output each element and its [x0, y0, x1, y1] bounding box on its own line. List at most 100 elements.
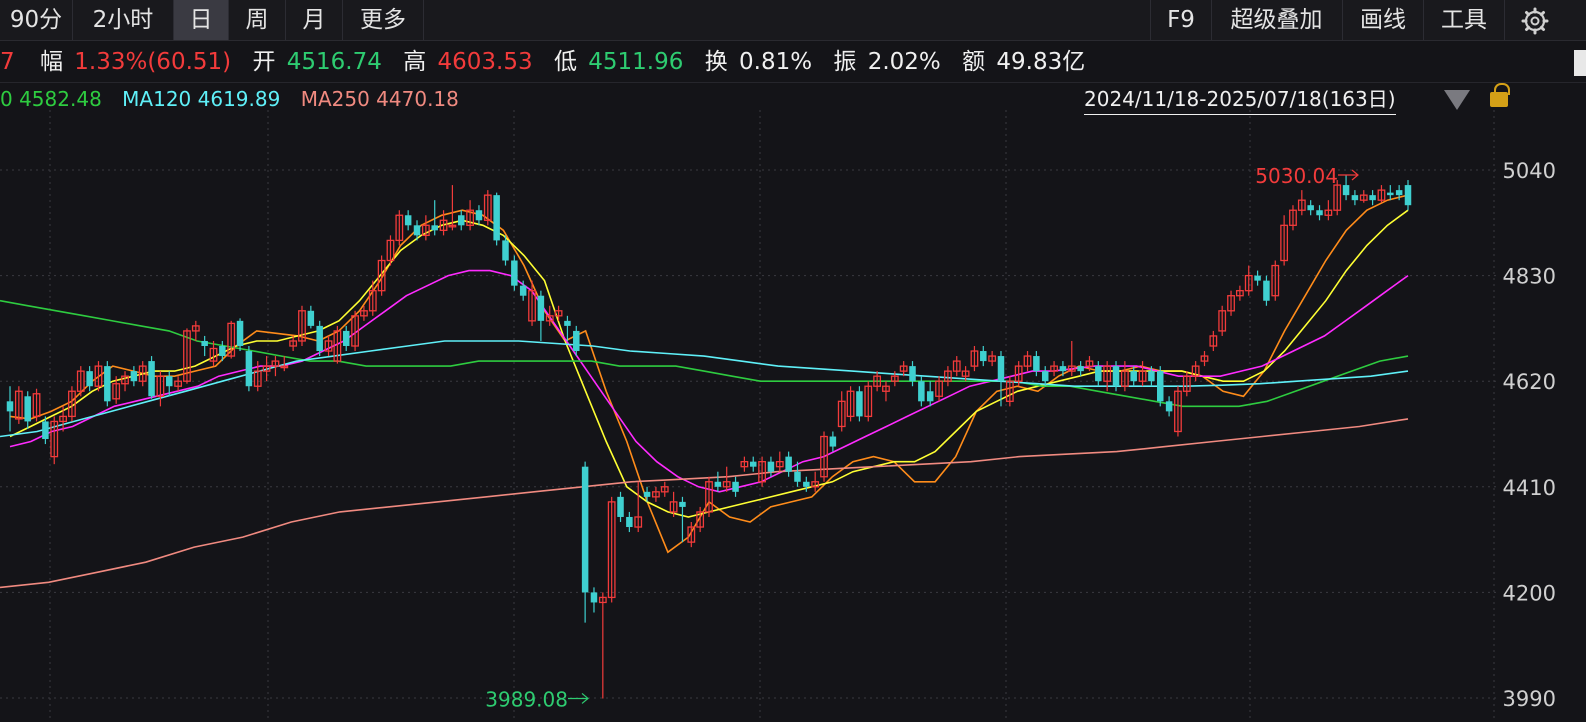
candle-body-up: [32, 393, 41, 418]
candle-body-down: [918, 381, 925, 402]
candle-body-down: [493, 195, 500, 241]
candle-body-up: [253, 370, 262, 387]
edge-marker: [1574, 50, 1586, 76]
tools-button[interactable]: 工具: [1424, 0, 1505, 40]
candle-body-up: [1235, 290, 1244, 297]
candle-body-up: [1120, 370, 1129, 387]
settings-button[interactable]: [1505, 0, 1565, 40]
candle-body-up: [1227, 295, 1235, 312]
candle-body-down: [909, 366, 916, 382]
candle-body-down: [24, 396, 31, 422]
draw-line-button[interactable]: 画线: [1343, 0, 1424, 40]
max-price-label: 5030.04: [1255, 164, 1338, 188]
candle-body-up: [209, 347, 218, 362]
candle-body-up: [970, 350, 979, 367]
candle-body-down: [643, 491, 651, 497]
period-week-tab[interactable]: 周: [229, 0, 286, 40]
candle-body-down: [997, 356, 1005, 382]
candle-body-up: [466, 209, 475, 226]
dropdown-triangle-icon[interactable]: [1444, 90, 1470, 110]
candle-body-up: [280, 365, 289, 369]
candle-body-up: [864, 385, 873, 418]
candle-body-down: [749, 461, 757, 467]
candlestick-chart[interactable]: 5040 4830 4620 4410 4200 3990 5030.04 3989.08: [0, 110, 1586, 722]
candle-body-up: [554, 310, 563, 317]
candle-body-up: [722, 481, 731, 488]
candle-body-up: [191, 325, 200, 332]
candle-body-up: [952, 360, 961, 372]
min-price-label: 3989.08: [485, 687, 568, 711]
candle-body-down: [1095, 366, 1102, 382]
candle-body-up: [882, 385, 890, 392]
candle-body-up: [935, 380, 943, 397]
candle-body-down: [1112, 366, 1120, 387]
candle-body-up: [669, 501, 678, 513]
candle-body-up: [68, 390, 76, 418]
period-90min-tab[interactable]: 90分: [0, 0, 73, 40]
candle-body-up: [846, 390, 855, 418]
gear-icon: [1521, 7, 1549, 34]
candle-body-up: [227, 322, 236, 357]
low-label: 低: [553, 49, 577, 75]
candle-body-down: [431, 225, 438, 231]
candle-body-down: [519, 285, 527, 296]
candle-body-up: [1005, 380, 1014, 402]
candle-body-down: [1404, 185, 1412, 206]
open-label: 开: [252, 49, 276, 75]
period-toolbar: 90分 2小时 日 周 月 更多 F9 超级叠加 画线 工具: [0, 0, 1586, 41]
lock-icon[interactable]: [1490, 83, 1510, 107]
candle-body-up: [289, 340, 298, 347]
candle-body-down: [458, 215, 465, 226]
candle-body-up: [988, 355, 997, 362]
date-range-selector[interactable]: 2024/11/18-2025/07/18(163日): [1084, 84, 1396, 115]
candle-body-down: [803, 481, 810, 487]
candle-body-down: [1059, 366, 1067, 372]
candle-body-up: [652, 491, 660, 498]
super-overlay-button[interactable]: 超级叠加: [1211, 0, 1343, 40]
candle-body-up: [1333, 184, 1342, 211]
y-tick-label: 4200: [1503, 581, 1556, 605]
candle-body-up: [943, 370, 952, 382]
candle-body-down: [1369, 195, 1376, 201]
candle-body-down: [767, 461, 775, 472]
candle-body-up: [1067, 365, 1076, 372]
amount-label: 额: [962, 49, 986, 75]
candle-body-down: [1041, 371, 1049, 382]
candle-body-down: [316, 325, 323, 352]
ma60-legend: 0 4582.48: [0, 87, 102, 111]
candle-body-up: [696, 511, 705, 528]
y-tick-label: 3990: [1503, 687, 1556, 711]
f9-button[interactable]: F9: [1150, 0, 1212, 40]
candle-body-up: [758, 461, 766, 483]
period-2hour-tab[interactable]: 2小时: [73, 0, 174, 40]
candle-body-up: [112, 383, 121, 400]
candle-body-down: [785, 456, 792, 472]
ma-legend: 0 4582.48 MA120 4619.89 MA250 4470.18: [0, 84, 459, 114]
amplitude-value: 2.02%: [867, 49, 941, 75]
period-more-tab[interactable]: 更多: [343, 0, 424, 40]
candle-body-down: [502, 240, 509, 261]
high-value: 4603.53: [437, 49, 533, 75]
candle-body-down: [1263, 280, 1270, 301]
candle-body-down: [130, 371, 138, 382]
candle-body-down: [1148, 371, 1155, 382]
ma120-legend: MA120 4619.89: [122, 87, 281, 111]
candle-body-down: [626, 516, 633, 528]
max-price-arrowhead: [1351, 169, 1359, 181]
candle-body-up: [271, 360, 280, 367]
candle-body-up: [386, 239, 395, 262]
candle-body-down: [307, 310, 315, 326]
candle-body-up: [634, 516, 643, 528]
period-month-tab[interactable]: 月: [286, 0, 343, 40]
candle-body-down: [6, 401, 14, 412]
header-separator: [0, 82, 1586, 83]
candle-body-up: [59, 415, 67, 423]
candle-body-up: [1200, 355, 1209, 362]
candle-body-up: [138, 365, 147, 382]
candle-body-up: [94, 365, 103, 387]
candle-body-down: [342, 330, 350, 346]
candle-body-up: [1280, 224, 1289, 262]
candle-body-up: [1191, 365, 1200, 377]
period-day-tab[interactable]: 日: [174, 0, 229, 40]
candle-body-down: [245, 351, 253, 387]
